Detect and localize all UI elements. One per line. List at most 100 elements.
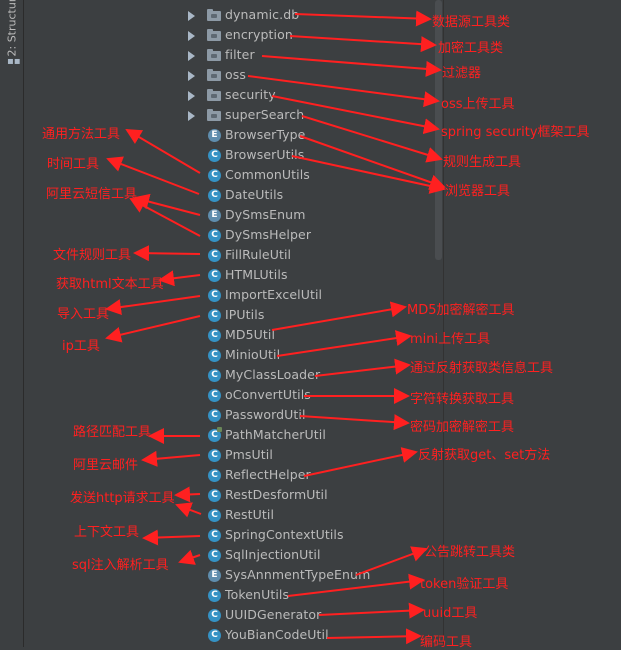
class-icon: C xyxy=(208,189,221,202)
expand-arrow-icon[interactable] xyxy=(188,91,195,101)
tree-item-label: MD5Util xyxy=(225,327,276,342)
tree-class-row[interactable]: C DateUtils xyxy=(24,186,434,206)
annotation-arrow xyxy=(133,245,201,262)
expand-arrow-icon[interactable] xyxy=(188,111,195,121)
tree-class-row[interactable]: C CommonUtils xyxy=(24,166,434,186)
tree-class-row[interactable]: C ImportExcelUtil xyxy=(24,286,434,306)
tree-class-row[interactable]: C MinioUtil xyxy=(24,346,434,366)
tree-item-label: FillRuleUtil xyxy=(225,247,292,262)
tree-item-label: SqlInjectionUtil xyxy=(225,547,321,562)
expand-arrow-icon[interactable] xyxy=(188,51,195,61)
tree-item-label: UUIDGenerator xyxy=(225,607,322,622)
project-tree: dynamic.db encryption filter oss security sup… xyxy=(24,0,442,647)
tree-folder-row[interactable]: oss xyxy=(24,66,434,86)
annotation-label-right: 浏览器工具 xyxy=(445,184,511,199)
annotation-arrow xyxy=(287,573,425,597)
tree-class-row[interactable]: C ReflectHelper xyxy=(24,466,434,486)
annotation-label-left: 获取html文本工具 xyxy=(56,277,164,292)
annotation-label-left: 阿里云短信工具 xyxy=(46,187,138,202)
tree-folder-row[interactable]: dynamic.db xyxy=(24,6,434,26)
tree-item-label: oConvertUtils xyxy=(225,387,311,402)
folder-icon xyxy=(207,89,221,101)
tree-class-row[interactable]: C PasswordUtil xyxy=(24,406,434,426)
annotation-label-right: uuid工具 xyxy=(423,606,478,621)
tree-class-row[interactable]: C BrowserUtils xyxy=(24,146,434,166)
tree-item-label: ImportExcelUtil xyxy=(225,287,323,302)
tree-class-row[interactable]: C SqlInjectionUtil xyxy=(24,546,434,566)
tree-class-row[interactable]: C PmsUtil xyxy=(24,446,434,466)
class-icon: C xyxy=(208,329,221,342)
tree-item-label: HTMLUtils xyxy=(225,267,288,282)
class-icon: C xyxy=(208,269,221,282)
expand-arrow-icon[interactable] xyxy=(188,71,195,81)
tree-class-row[interactable]: C PathMatcherUtil xyxy=(24,426,434,446)
tree-class-row[interactable]: C HTMLUtils xyxy=(24,266,434,286)
annotation-arrow xyxy=(318,602,425,619)
tree-folder-row[interactable]: filter xyxy=(24,46,434,66)
annotation-arrow xyxy=(125,128,201,174)
tree-item-label: encryption xyxy=(225,27,293,42)
class-icon: C xyxy=(208,349,221,362)
class-icon: C xyxy=(208,589,221,602)
annotation-arrow xyxy=(301,115,443,163)
annotation-label-left: ip工具 xyxy=(62,339,100,354)
scrollbar-track[interactable] xyxy=(434,0,443,647)
expand-arrow-icon[interactable] xyxy=(188,31,195,41)
tree-class-row[interactable]: C SpringContextUtils xyxy=(24,526,434,546)
tree-item-label: YouBianCodeUtil xyxy=(225,627,329,642)
tree-item-label: security xyxy=(225,87,276,102)
folder-icon xyxy=(207,29,221,41)
tree-folder-row[interactable]: encryption xyxy=(24,26,434,46)
tree-class-row[interactable]: C TokenUtils xyxy=(24,586,434,606)
expand-arrow-icon[interactable] xyxy=(188,11,195,21)
tree-class-row[interactable]: C UUIDGenerator xyxy=(24,606,434,626)
tree-class-row[interactable]: E SysAnnmentTypeEnum xyxy=(24,566,434,586)
annotation-arrow xyxy=(105,295,201,315)
tree-item-label: MinioUtil xyxy=(225,347,281,362)
annotation-arrow xyxy=(355,546,428,576)
tree-class-row[interactable]: E BrowserType xyxy=(24,126,434,146)
tree-class-row[interactable]: C MD5Util xyxy=(24,326,434,346)
tree-class-row[interactable]: C YouBianCodeUtil xyxy=(24,626,434,646)
annotation-arrow xyxy=(178,549,201,565)
annotation-arrow xyxy=(247,75,440,108)
annotation-label-right: 数据源工具类 xyxy=(432,15,511,30)
annotation-label-left: 路径匹配工具 xyxy=(73,425,152,440)
annotation-arrow xyxy=(294,10,432,27)
class-icon: C xyxy=(208,489,221,502)
annotation-label-left: 文件规则工具 xyxy=(53,248,132,263)
tree-class-row[interactable]: C RestDesformUtil xyxy=(24,486,434,506)
tree-folder-row[interactable]: security xyxy=(24,86,434,106)
tree-item-label: dynamic.db xyxy=(225,7,300,22)
structure-icon[interactable]: ▪▪ xyxy=(7,56,21,67)
annotation-label-right: 密码加密解密工具 xyxy=(410,420,515,435)
annotation-label-left: 导入工具 xyxy=(57,307,110,322)
vcs-marker-icon xyxy=(217,427,222,432)
class-icon: C xyxy=(208,609,221,622)
class-icon: C xyxy=(208,429,221,442)
class-icon: C xyxy=(208,229,221,242)
tree-class-row[interactable]: C DySmsHelper xyxy=(24,226,434,246)
tree-class-row[interactable]: C IPUtils xyxy=(24,306,434,326)
annotation-arrow xyxy=(289,35,437,53)
annotation-arrow xyxy=(326,628,422,645)
class-icon: C xyxy=(208,629,221,642)
tree-class-row[interactable]: C FillRuleUtil xyxy=(24,246,434,266)
folder-icon xyxy=(207,109,221,121)
class-icon: C xyxy=(208,549,221,562)
class-icon: C xyxy=(208,509,221,522)
tree-item-label: SpringContextUtils xyxy=(225,527,344,542)
annotation-arrow xyxy=(299,414,410,431)
annotation-label-left: 发送http请求工具 xyxy=(70,491,175,506)
annotation-arrow xyxy=(158,270,201,287)
tree-folder-row[interactable]: superSearch xyxy=(24,106,434,126)
tree-class-row[interactable]: C RestUtil xyxy=(24,506,434,526)
class-icon: C xyxy=(208,249,221,262)
tree-class-row[interactable]: E DySmsEnum xyxy=(24,206,434,226)
tree-item-label: PathMatcherUtil xyxy=(225,427,326,442)
tree-item-label: DySmsHelper xyxy=(225,227,312,242)
annotation-arrow xyxy=(271,95,440,135)
tree-class-row[interactable]: C MyClassLoader xyxy=(24,366,434,386)
tree-item-label: superSearch xyxy=(225,107,305,122)
